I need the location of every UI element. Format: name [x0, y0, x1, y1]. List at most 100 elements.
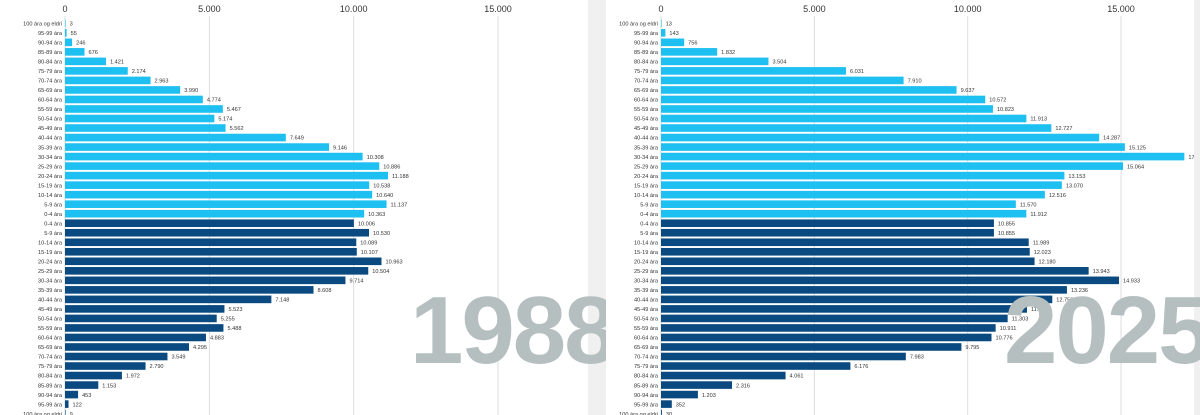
chart-2025-category-label: 15-19 ára [634, 250, 659, 256]
chart-2025-bar [661, 324, 996, 332]
chart-2025-value-label: 2.316 [736, 383, 750, 389]
chart-1988-bar [65, 276, 346, 285]
chart-2025-bar [661, 305, 1027, 313]
chart-2025-category-label: 25-29 ára [634, 164, 659, 170]
chart-2025-value-label: 13.153 [1068, 174, 1085, 180]
chart-2025-bar [661, 124, 1052, 132]
chart-1988-bar [65, 29, 67, 37]
chart-2025-value-label: 15.064 [1127, 164, 1144, 170]
chart-2025-value-label: 12.516 [1049, 193, 1066, 199]
chart-1988-value-label: 9.714 [349, 279, 363, 285]
chart-1988-bar [65, 333, 206, 342]
chart-2025-value-label: 10.776 [995, 336, 1012, 342]
chart-1988-bar [65, 95, 203, 104]
chart-2025-category-label: 60-64 ára [634, 98, 659, 104]
chart-2025-value-label: 13.070 [1066, 183, 1083, 189]
chart-1988-value-label: 5.562 [230, 126, 244, 132]
chart-1988-value-label: 2.963 [155, 79, 169, 85]
chart-1988-value-label: 4.883 [210, 336, 224, 342]
chart-1988-value-label: 8.608 [318, 288, 332, 294]
chart-2025-category-label: 40-44 ára [634, 136, 659, 142]
chart-1988-value-label: 55 [71, 31, 77, 37]
chart-1988-bar [65, 124, 226, 132]
chart-2025-category-label: 5-9 ára [640, 202, 659, 208]
chart-2025-category-label: 10-14 ára [634, 240, 659, 246]
chart-1988-x-tick-label: 15.000 [484, 4, 512, 14]
chart-2025-value-label: 7.983 [910, 355, 924, 361]
chart-2025-bar [661, 228, 994, 237]
chart-1988-value-label: 10.107 [361, 250, 378, 256]
chart-1988-value-label: 5.467 [227, 107, 241, 113]
chart-1988-category-label: 80-84 ára [38, 374, 63, 380]
chart-1988-bar [65, 362, 146, 370]
chart-1988-category-label: 70-74 ára [38, 355, 63, 361]
chart-1988-category-label: 5-9 ára [44, 231, 63, 237]
chart-2025-bar [661, 143, 1125, 151]
chart-2025-value-label: 14.933 [1123, 279, 1140, 285]
chart-1988-value-label: 676 [89, 50, 98, 56]
chart-1988-category-label: 90-94 ára [38, 41, 63, 47]
chart-1988-category-label: 30-34 ára [38, 155, 63, 161]
chart-2025-category-label: 40-44 ára [634, 298, 659, 304]
chart-1988-value-label: 10.886 [383, 164, 400, 170]
chart-2025-value-label: 11.912 [1030, 212, 1047, 218]
chart-2025-category-label: 0-4 ára [640, 212, 659, 218]
chart-2025-bar [661, 86, 957, 94]
chart-2025-bar [661, 76, 904, 85]
chart-2025-category-label: 30-34 ára [634, 279, 659, 285]
chart-2025-category-label: 55-59 ára [634, 326, 659, 332]
chart-1988-bar [65, 48, 85, 56]
chart-1988-value-label: 10.538 [373, 183, 390, 189]
chart-1988-bar [65, 19, 66, 28]
chart-2025-category-label: 80-84 ára [634, 60, 659, 66]
chart-1988-value-label: 3 [70, 22, 73, 28]
chart-1988-category-label: 90-94 ára [38, 393, 63, 399]
chart-2025-bar [661, 352, 906, 361]
chart-2025-category-label: 85-89 ára [634, 383, 659, 389]
chart-2025-value-label: 11.989 [1033, 240, 1050, 246]
chart-2025-value-label: 10.855 [998, 231, 1015, 237]
chart-2025-category-label: 20-24 ára [634, 174, 659, 180]
chart-1988-bar [65, 86, 181, 94]
chart-1988-value-label: 1.972 [126, 374, 140, 380]
chart-1988-bar [65, 152, 363, 161]
chart-1988-category-label: 40-44 ára [38, 136, 63, 142]
chart-1988-value-label: 5.488 [227, 326, 241, 332]
chart-1988-value-label: 3.549 [171, 355, 185, 361]
chart-1988-bar [65, 200, 387, 208]
chart-1988-category-label: 55-59 ára [38, 326, 63, 332]
chart-2025-bar [661, 371, 786, 380]
chart-2025-value-label: 13 [666, 22, 672, 28]
chart-2025-category-label: 50-54 ára [634, 117, 659, 123]
chart-1988-category-label: 85-89 ára [38, 383, 63, 389]
chart-2025-bar [661, 314, 1008, 323]
chart-1988-category-label: 30-34 ára [38, 279, 63, 285]
chart-1988-bar [65, 190, 373, 199]
chart-1988-category-label: 20-24 ára [38, 174, 63, 180]
chart-1988-bar [65, 381, 99, 389]
chart-1988-bar [65, 57, 107, 66]
chart-1988-bar [65, 171, 388, 180]
chart-2025-value-label: 14.287 [1103, 136, 1120, 142]
chart-2025-bar [661, 400, 672, 408]
chart-1988-bar [65, 114, 215, 123]
chart-2025-category-label: 20-24 ára [634, 260, 659, 266]
chart-2025-bar [661, 362, 851, 370]
chart-2025-bar [661, 267, 1089, 275]
chart-2025-category-label: 5-9 ára [640, 231, 659, 237]
bar-chart-1988: 0 5.000 10.000 15.000 100 ára og eldri 3 95-99… [23, 4, 512, 415]
chart-1988-bar [65, 314, 217, 323]
chart-2025-value-label: 12.758 [1056, 298, 1073, 304]
bar-chart-2025: 0 5.000 10.000 15.000 100 ára og eldri 13 95-9… [619, 4, 1194, 415]
chart-1988-value-label: 246 [76, 41, 85, 47]
chart-1988-bar [65, 209, 365, 218]
chart-2025-value-label: 12.727 [1055, 126, 1072, 132]
chart-1988-category-label: 10-14 ára [38, 240, 63, 246]
chart-2025-bar [661, 390, 698, 399]
chart-2025-category-label: 45-49 ára [634, 126, 659, 132]
chart-1988-category-label: 15-19 ára [38, 183, 63, 189]
chart-1988-value-label: 11.137 [391, 202, 408, 208]
chart-2025-category-label: 75-79 ára [634, 364, 659, 370]
chart-2025-category-label: 80-84 ára [634, 374, 659, 380]
chart-1988-value-label: 9 [70, 412, 73, 415]
